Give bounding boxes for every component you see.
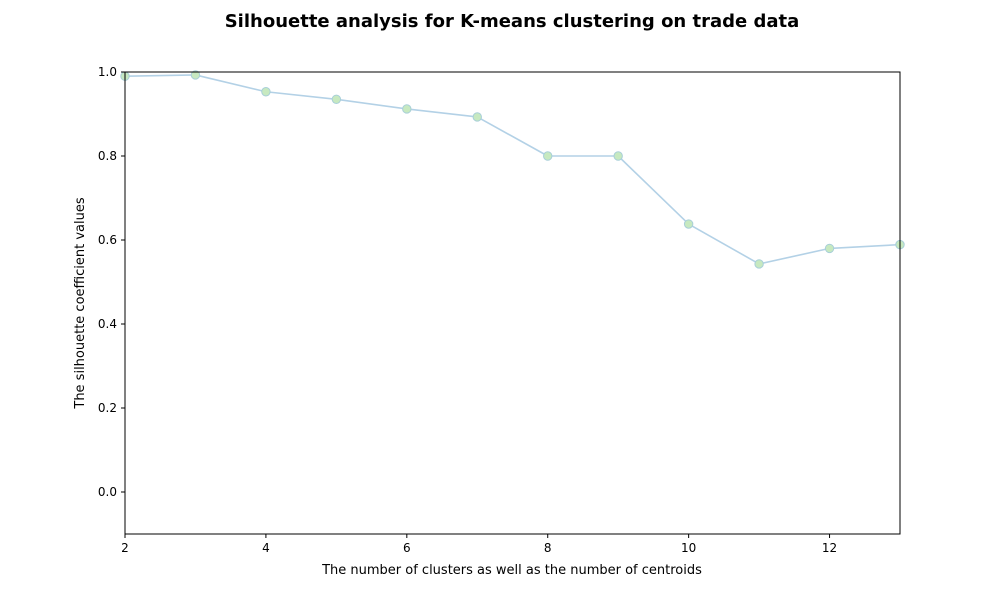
y-tick-label: 0.0 — [98, 485, 117, 499]
x-tick-label: 4 — [262, 541, 270, 555]
x-axis-ticks: 2 4 6 8 10 12 — [121, 534, 837, 555]
x-tick-label: 2 — [121, 541, 129, 555]
y-axis-ticks: 0.0 0.2 0.4 0.6 0.8 1.0 — [98, 65, 125, 499]
y-tick-label: 1.0 — [98, 65, 117, 79]
x-axis-label: The number of clusters as well as the nu… — [321, 563, 702, 578]
chart-title: Silhouette analysis for K-means clusteri… — [225, 11, 800, 32]
y-tick-label: 0.8 — [98, 149, 117, 163]
data-point — [754, 259, 764, 269]
y-axis-label: The silhouette coefficient values — [73, 197, 88, 409]
plot-frame — [124, 71, 901, 535]
y-tick-label: 0.4 — [98, 317, 117, 331]
y-tick-label: 0.6 — [98, 233, 117, 247]
data-point — [261, 87, 271, 97]
x-tick-label: 8 — [544, 541, 552, 555]
data-point — [613, 151, 623, 161]
series-layer — [120, 70, 905, 269]
plot-area — [120, 70, 905, 535]
x-tick-label: 6 — [403, 541, 411, 555]
data-point — [402, 104, 412, 114]
y-tick-label: 0.2 — [98, 401, 117, 415]
x-tick-label: 10 — [681, 541, 696, 555]
data-point — [543, 151, 553, 161]
data-point — [331, 94, 342, 105]
series-line — [124, 74, 901, 265]
data-point — [683, 219, 694, 229]
data-point — [824, 243, 835, 254]
data-point — [472, 112, 482, 122]
data-point — [190, 70, 201, 80]
x-tick-label: 12 — [822, 541, 837, 555]
